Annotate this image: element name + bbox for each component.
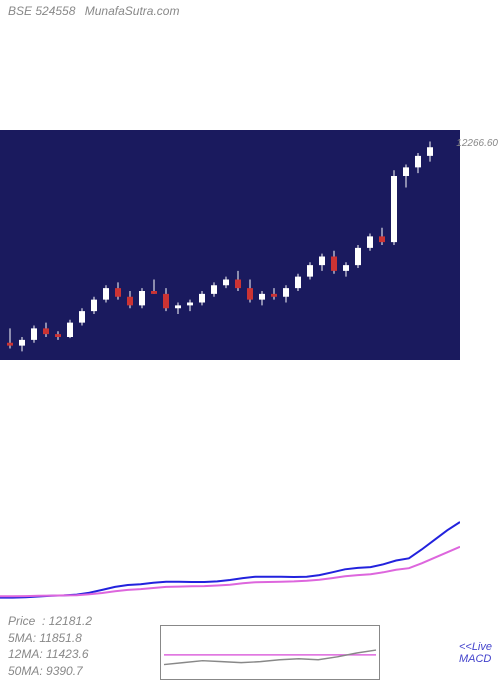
price-value: : 12181.2 bbox=[42, 614, 92, 628]
live-label: <<Live bbox=[459, 641, 492, 653]
ma5-value: : 11851.8 bbox=[33, 631, 82, 645]
live-macd-label: <<Live MACD bbox=[459, 641, 492, 665]
price-axis-label: 12266.60 bbox=[456, 138, 498, 149]
mini-macd-chart bbox=[160, 625, 380, 680]
candlestick-chart bbox=[0, 130, 460, 360]
ma50-label: 50MA bbox=[8, 664, 39, 678]
ma50-value: : 9390.7 bbox=[39, 664, 82, 678]
ma12-label: 12MA bbox=[8, 647, 39, 661]
moving-average-chart bbox=[0, 500, 460, 610]
ma5-label: 5MA bbox=[8, 631, 33, 645]
chart-header: BSE 524558 MunafaSutra.com bbox=[0, 0, 500, 22]
price-label: Price bbox=[8, 614, 35, 628]
watermark: MunafaSutra.com bbox=[85, 4, 180, 18]
price-info-box: Price : 12181.2 5MA: 11851.8 12MA: 11423… bbox=[8, 613, 92, 680]
ticker-symbol: BSE 524558 bbox=[8, 4, 75, 18]
macd-label: MACD bbox=[459, 653, 492, 665]
ma12-value: : 11423.6 bbox=[39, 647, 88, 661]
